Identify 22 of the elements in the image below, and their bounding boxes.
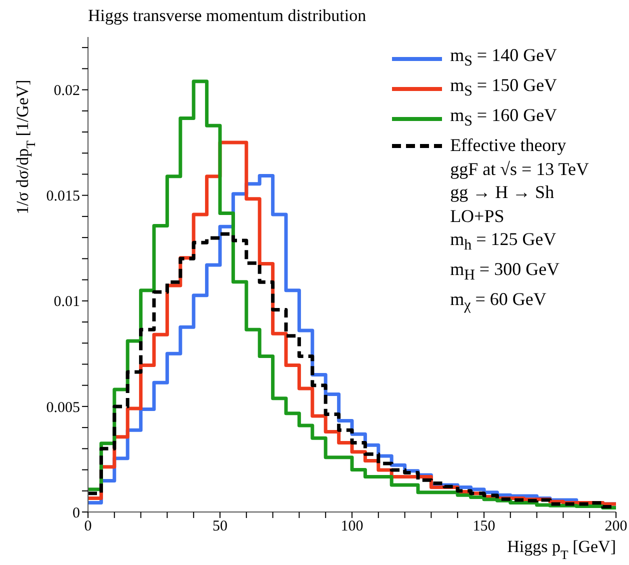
- annotation: m$_{H}$ = 300 GeV: [449, 258, 561, 286]
- annotation: m$_{χ}$ = 60 GeV: [449, 288, 548, 316]
- y-tick-label: 0: [72, 505, 80, 522]
- x-axis-title: Higgs p$_{T}$ [GeV]: [507, 537, 616, 562]
- x-tick-label: 100: [340, 518, 364, 535]
- annotation: ggF at √s = 13 TeV: [449, 158, 589, 181]
- y-tick-label: 0.01: [54, 294, 80, 310]
- x-tick-label: 0: [84, 518, 92, 535]
- y-tick-label: 0.005: [46, 400, 80, 416]
- legend-label: m$_{S}$ = 160 GeV: [450, 104, 558, 132]
- x-tick-label: 200: [604, 518, 628, 535]
- legend-label: m$_{S}$ = 150 GeV: [450, 74, 558, 102]
- y-tick-label: 0.02: [54, 83, 80, 100]
- x-tick-label: 150: [472, 518, 496, 535]
- annotation: m$_{h}$ = 125 GeV: [449, 228, 558, 256]
- chart-title: Higgs transverse momentum distribution: [88, 6, 366, 26]
- y-tick-label: 0.015: [46, 188, 80, 205]
- annotation: gg → H → Sh: [449, 181, 556, 204]
- legend-label: m$_{S}$ = 140 GeV: [450, 44, 558, 72]
- annotation: LO+PS: [449, 204, 506, 228]
- x-tick-label: 50: [212, 518, 228, 535]
- legend-label: Effective theory: [450, 134, 566, 158]
